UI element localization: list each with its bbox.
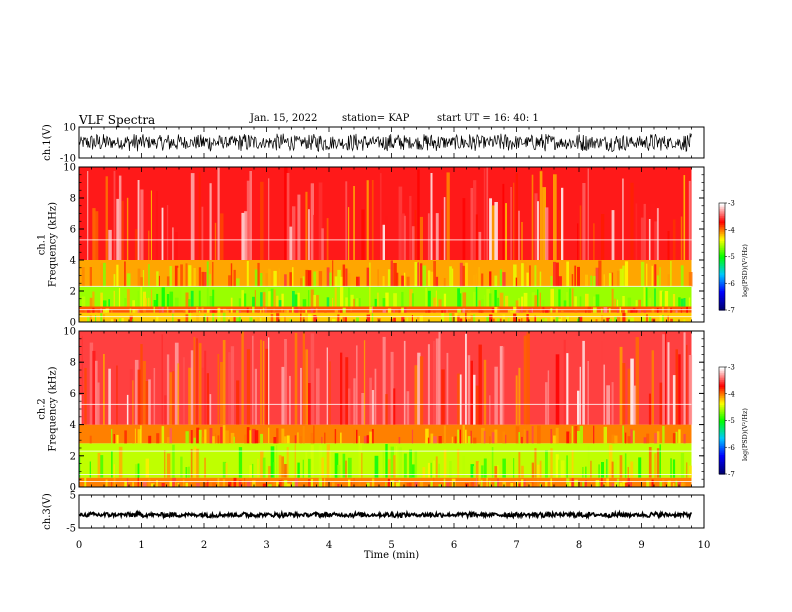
x-axis-label: Time (min)	[364, 550, 419, 561]
ch3-waveform-ytick: -5	[66, 524, 76, 535]
start-time-label: start UT = 16: 40: 1	[437, 113, 539, 124]
colorbar-label: log(PSD)(V²/Hz)	[741, 408, 749, 461]
ch1-spectrogram-ytick: 8	[70, 194, 76, 205]
ch1-spectrogram-ytick: 6	[70, 225, 76, 236]
x-tick-label: 8	[576, 540, 582, 551]
x-tick-label: 10	[698, 540, 711, 551]
x-tick-label: 1	[138, 540, 144, 551]
colorbar-tick: -4	[728, 226, 735, 234]
colorbar-tick: -6	[728, 444, 735, 452]
colorbar-tick: -5	[728, 253, 735, 261]
ch1-spectrogram-ytick: 2	[70, 287, 76, 298]
x-tick-label: 7	[513, 540, 519, 551]
ch2-spectrogram-ytick: 8	[70, 358, 76, 369]
ch1-waveform-ytick: 10	[63, 123, 76, 134]
ch1-spectrogram-ytick: 10	[63, 163, 76, 174]
ch1-spectrogram-ytick: 0	[70, 318, 76, 329]
x-tick-label: 3	[263, 540, 269, 551]
x-tick-label: 9	[638, 540, 644, 551]
ch2-spectrogram-ytick: 10	[63, 327, 76, 338]
ch3-waveform-ylabel: ch.3(V)	[42, 493, 53, 530]
x-tick-label: 6	[451, 540, 457, 551]
colorbar-tick: -7	[728, 471, 735, 479]
ch2-spectrogram-ylabel: ch.2	[37, 398, 48, 420]
colorbar-tick: -7	[728, 307, 735, 315]
plot-title: VLF Spectra	[79, 113, 156, 127]
ch3-waveform-ytick: 5	[70, 491, 76, 502]
ch1-spectrogram-ytick: 4	[70, 256, 76, 267]
ch2-spectrogram-ytick: 4	[70, 420, 76, 431]
colorbar-tick: -5	[728, 417, 735, 425]
colorbar-label: log(PSD)(V²/Hz)	[741, 244, 749, 297]
ch1-spectrogram-band-4	[79, 167, 692, 260]
ch1-spectrogram-cells	[79, 167, 693, 322]
colorbar-tick: -3	[728, 200, 735, 208]
colorbar-tick: -3	[728, 364, 735, 372]
ch2-spectrogram-ytick: 0	[70, 483, 76, 494]
x-tick-label: 2	[201, 540, 207, 551]
ch2-spectrogram-ytick: 6	[70, 389, 76, 400]
ch1-spectrogram-ylabel: Frequency (kHz)	[48, 202, 59, 287]
ch3-waveform-trace	[78, 509, 693, 521]
ch1-waveform-ylabel: ch.1(V)	[42, 124, 53, 161]
colorbar-tick: -6	[728, 280, 735, 288]
ch2-spectrogram-cells	[79, 331, 693, 487]
x-tick-label: 5	[388, 540, 394, 551]
station-label: station= KAP	[342, 113, 410, 124]
ch1-waveform-ytick: -10	[60, 154, 76, 165]
colorbar-tick: -4	[728, 390, 735, 398]
date-label: Jan. 15, 2022	[250, 113, 318, 124]
ch2-spectrogram-ytick: 2	[70, 451, 76, 462]
x-tick-label: 0	[76, 540, 82, 551]
ch1-spectrogram-ylabel: ch.1	[37, 234, 48, 256]
ch2-spectrogram-band-0	[79, 477, 692, 487]
ch2-spectrogram-ylabel: Frequency (kHz)	[48, 366, 59, 451]
ch1-spectrogram-band-0	[79, 312, 692, 322]
x-tick-label: 4	[326, 540, 332, 551]
ch1-waveform-trace	[78, 133, 692, 153]
